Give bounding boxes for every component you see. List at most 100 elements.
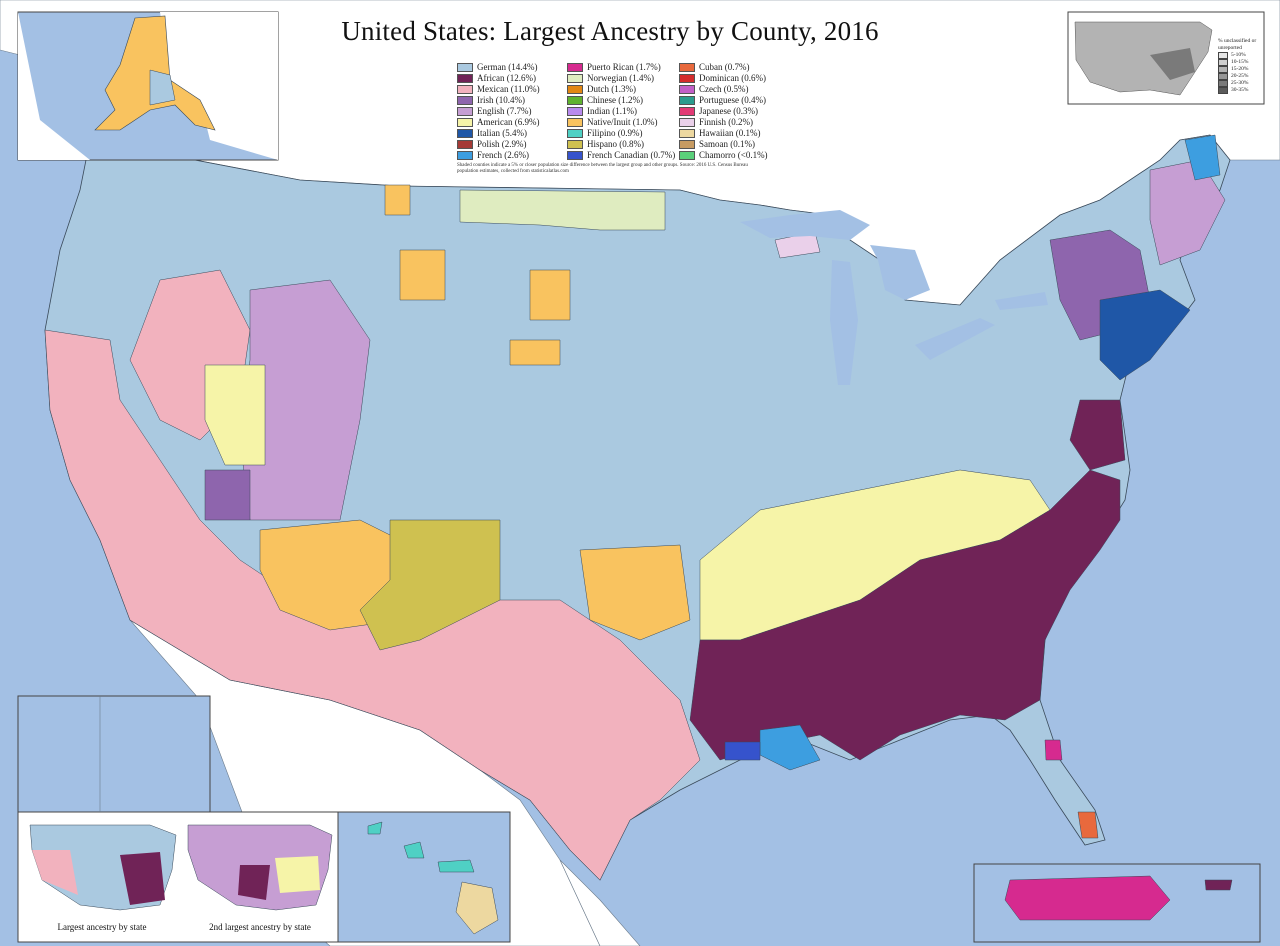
legend-item: Dutch (1.3%) [567,84,679,94]
legend-item: Japanese (0.3%) [679,106,789,116]
hawaii-kauai [367,821,383,835]
unreported-legend-label: 20-25% [1231,73,1249,79]
legend-label: Italian (5.4%) [477,128,527,138]
hawaii-big-island [455,881,499,935]
legend-label: Polish (2.9%) [477,139,527,149]
legend-item: Cuban (0.7%) [679,62,789,72]
region-italian-ne [1099,289,1191,381]
legend-label: American (6.9%) [477,117,540,127]
state-map-second-american [275,856,320,893]
legend-label: Mexican (11.0%) [477,84,540,94]
legend: German (14.4%) Puerto Rican (1.7%) Cuban (… [457,62,787,175]
unreported-legend-item: 15-20% [1218,66,1262,73]
legend-label: Chamorro (<0.1%) [699,150,768,160]
legend-label: Dutch (1.3%) [587,84,636,94]
region-native-dakota-3 [509,339,561,366]
unreported-legend: % unclassified or unreported 5-10% 10-15%… [1218,38,1262,94]
legend-swatch [567,139,583,149]
aleutian-inset [17,695,211,813]
map-title: United States: Largest Ancestry by Count… [341,16,879,46]
unreported-legend-item: 10-15% [1218,59,1262,66]
region-native-southwest [259,519,401,631]
lake-erie [915,318,995,360]
unreported-legend-swatch [1218,52,1228,59]
legend-item: Czech (0.5%) [679,84,789,94]
legend-label: Dominican (0.6%) [699,73,766,83]
legend-label: Cuban (0.7%) [699,62,750,72]
region-native-dakota-2 [399,249,446,301]
legend-swatch [567,73,583,83]
legend-swatch [679,139,695,149]
region-french-canadian-tx [724,741,761,761]
region-american-nevada [204,364,266,466]
legend-item: American (6.9%) [457,117,567,127]
legend-swatch [457,95,473,105]
legend-label: Puerto Rican (1.7%) [587,62,661,72]
legend-grid: German (14.4%) Puerto Rican (1.7%) Cuban (… [457,62,787,160]
state-map-largest-african [120,852,165,905]
legend-label: Hispano (0.8%) [587,139,644,149]
legend-item: Chinese (1.2%) [567,95,679,105]
legend-label: Irish (10.4%) [477,95,525,105]
region-african-va [1069,399,1126,471]
legend-item: Filipino (0.9%) [567,128,679,138]
legend-swatch [679,95,695,105]
legend-item: Samoan (0.1%) [679,139,789,149]
legend-item: Hawaiian (0.1%) [679,128,789,138]
legend-label: Norwegian (1.4%) [587,73,654,83]
legend-swatch [457,73,473,83]
legend-swatch [457,139,473,149]
puerto-rico-island [1004,875,1171,921]
legend-item: German (14.4%) [457,62,567,72]
hawaii-oahu [403,841,425,859]
legend-label: African (12.6%) [477,73,536,83]
legend-swatch [457,128,473,138]
unreported-legend-swatch [1218,80,1228,87]
unreported-legend-label: 25-30% [1231,80,1249,86]
unreported-legend-heading: % unclassified or unreported [1218,38,1257,51]
legend-swatch [679,128,695,138]
legend-note: Shaded counties indicate a 5% or closer … [457,163,748,174]
legend-swatch [567,106,583,116]
legend-swatch [567,150,583,160]
legend-swatch [457,106,473,116]
unreported-legend-label: 15-20% [1231,66,1249,72]
region-french-maine [1184,134,1221,181]
legend-item: Finnish (0.2%) [679,117,789,127]
state-map-second-african [238,865,270,900]
legend-item: Dominican (0.6%) [679,73,789,83]
legend-swatch [679,106,695,116]
legend-swatch [567,95,583,105]
legend-item: Polish (2.9%) [457,139,567,149]
legend-label: Indian (1.1%) [587,106,637,116]
lake-superior [740,210,870,240]
legend-swatch [457,62,473,72]
legend-item: Norwegian (1.4%) [567,73,679,83]
legend-swatch [457,150,473,160]
legend-item: French (2.6%) [457,150,567,160]
region-hispano [359,519,501,651]
unreported-legend-swatch [1218,73,1228,80]
unreported-legend-label: 10-15% [1231,59,1249,65]
lake-ontario [995,292,1048,310]
inset-label-largest: Largest ancestry by state [57,922,147,932]
legend-item: Chamorro (<0.1%) [679,150,789,160]
legend-label: Finnish (0.2%) [699,117,753,127]
legend-label: German (14.4%) [477,62,538,72]
alaska-german [149,69,176,106]
legend-swatch [567,117,583,127]
legend-item: Portuguese (0.4%) [679,95,789,105]
legend-item: Puerto Rican (1.7%) [567,62,679,72]
legend-item: Hispano (0.8%) [567,139,679,149]
legend-label: French (2.6%) [477,150,529,160]
legend-item: English (7.7%) [457,106,567,116]
alaska-inset-canada [18,12,278,160]
legend-label: Czech (0.5%) [699,84,749,94]
legend-swatch [567,128,583,138]
unreported-dark-region [1150,48,1195,80]
legend-swatch [679,73,695,83]
legend-swatch [679,84,695,94]
legend-swatch [679,62,695,72]
region-mexican-west [44,329,701,881]
